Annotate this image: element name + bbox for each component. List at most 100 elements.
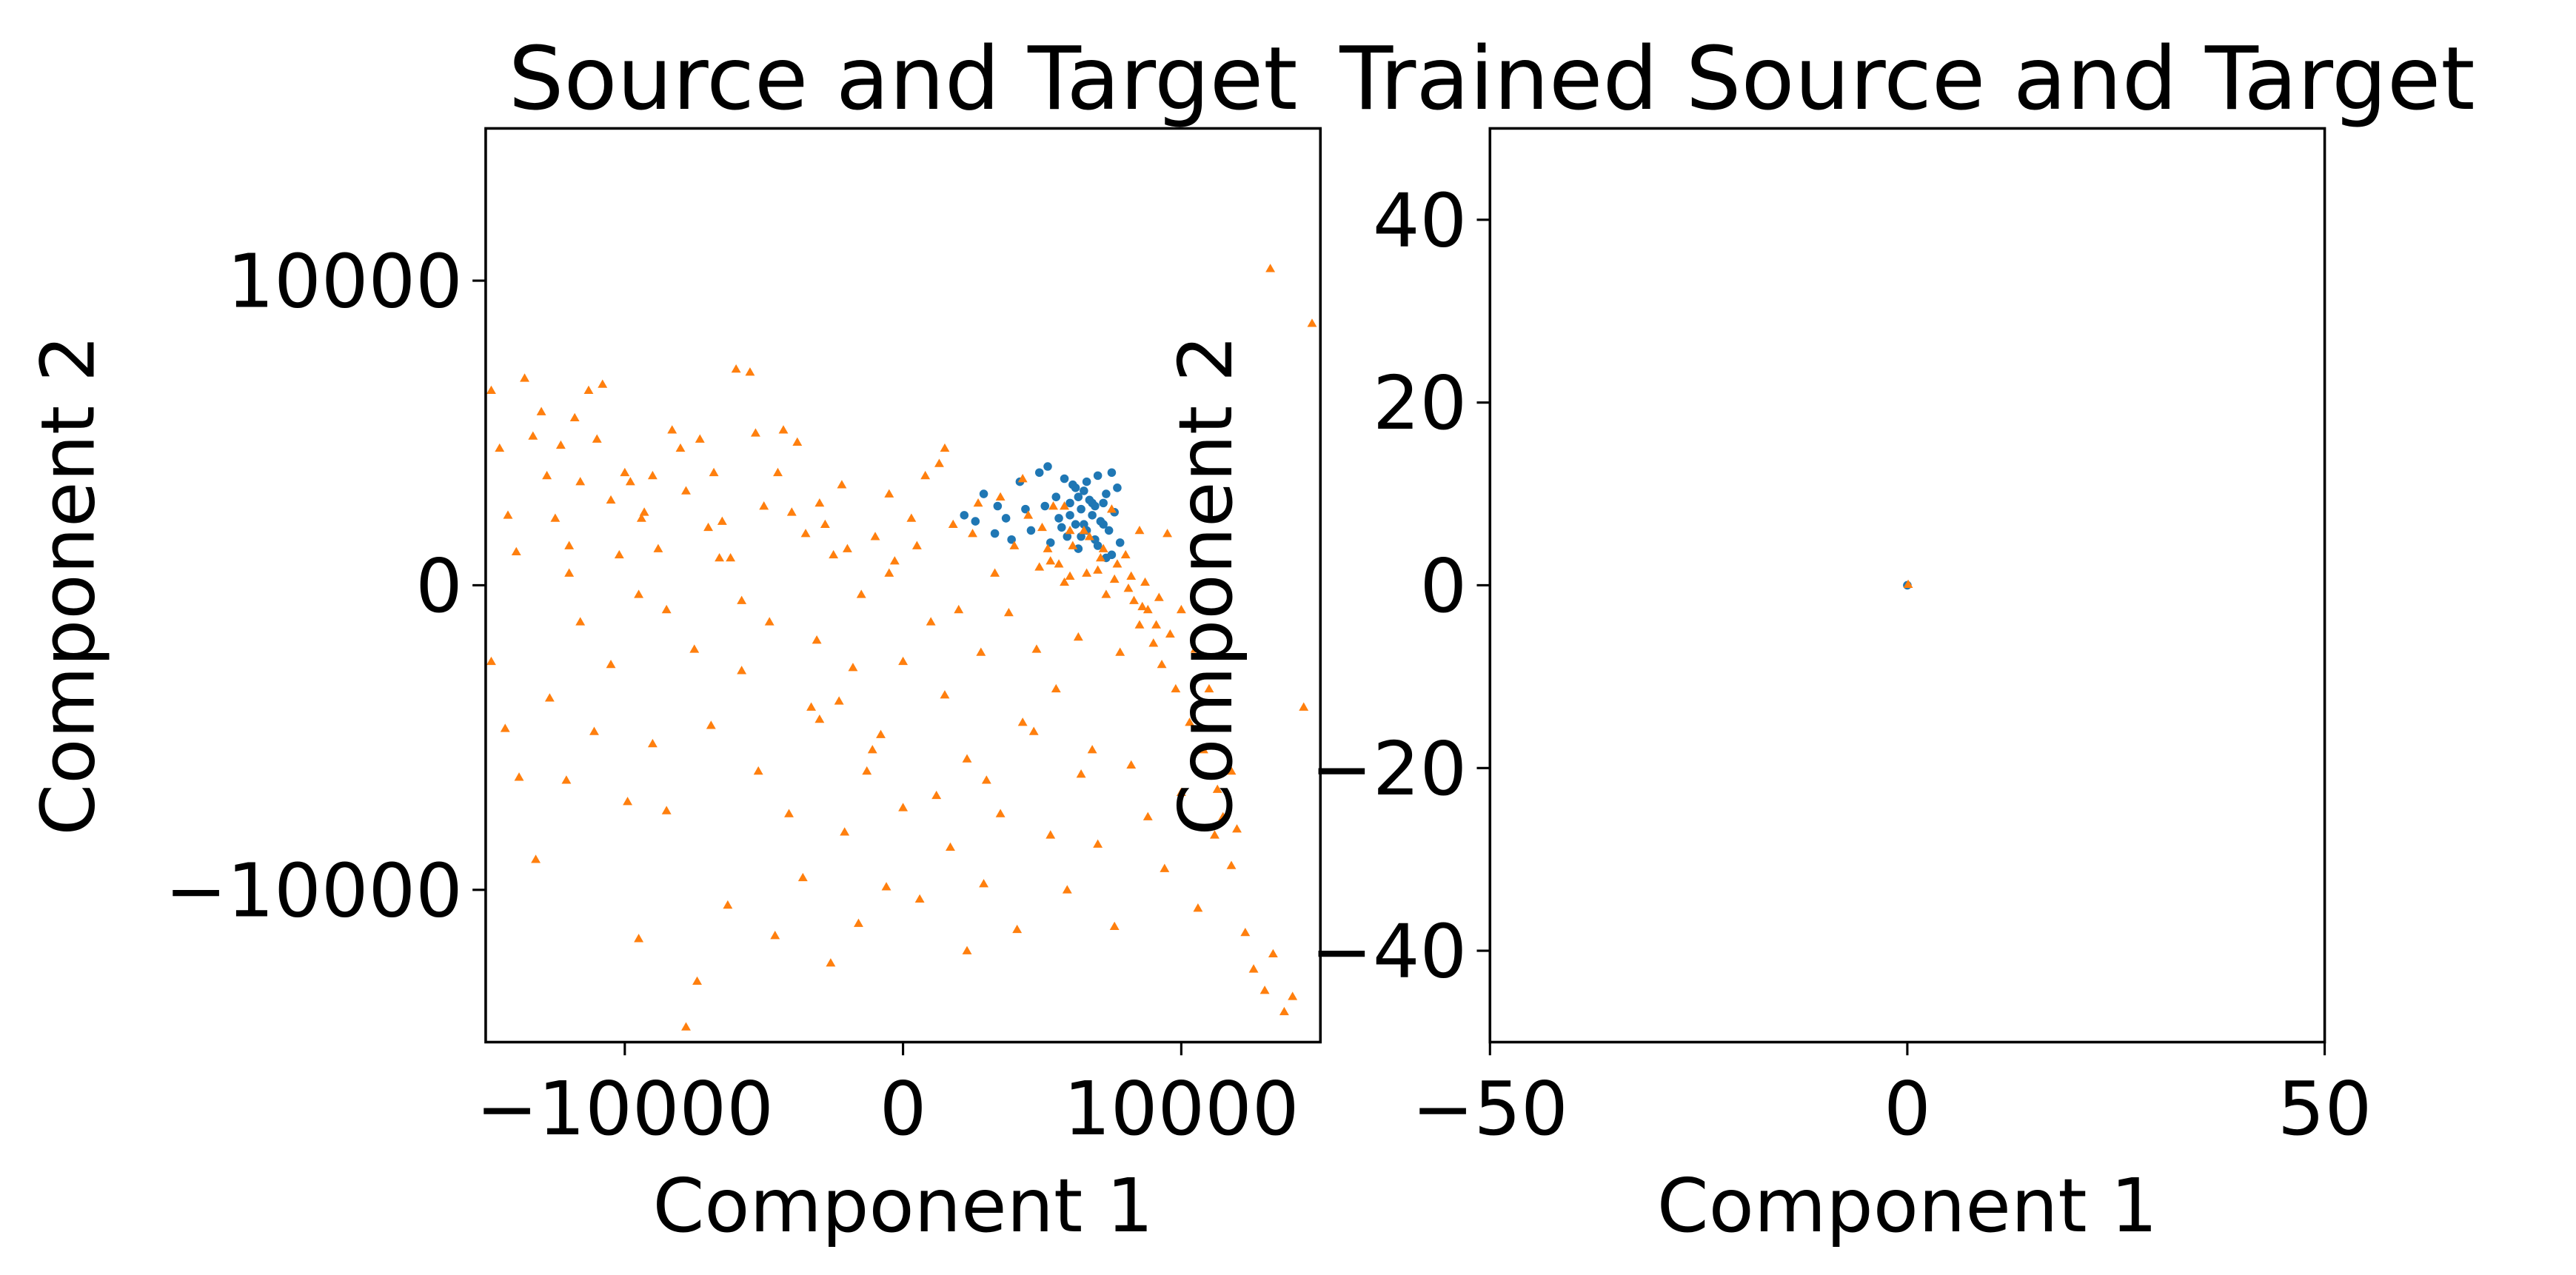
data-point [511,546,521,556]
data-point [1079,525,1089,535]
data-point [1193,903,1203,912]
data-point [575,617,586,626]
data-point [1176,787,1186,797]
x-axis-label: Component 1 [652,1162,1153,1249]
data-point [1037,522,1047,532]
data-point [706,720,716,729]
data-point [592,434,602,443]
data-point [709,467,719,477]
data-point [1074,492,1083,501]
data-point [636,513,646,522]
data-point [561,775,572,784]
data-point [1026,526,1036,535]
data-point [1126,760,1137,769]
data-point [528,431,538,440]
data-point [1028,726,1039,735]
data-point [639,507,649,516]
data-point [1120,549,1131,559]
data-point [856,589,866,598]
data-point [717,516,727,525]
data-point [884,489,894,498]
data-point [948,519,958,529]
data-point [867,745,877,754]
data-point [920,470,931,480]
data-point [731,364,741,373]
data-point [926,617,936,626]
data-point [968,529,977,538]
chart-title: Trained Source and Target [1339,28,2475,130]
data-point [555,440,566,449]
data-point [1099,498,1108,508]
data-point [1040,501,1050,511]
data-point [854,918,863,927]
data-point [1198,745,1208,754]
data-point [1077,532,1085,541]
data-point [1093,471,1103,481]
data-point [620,467,630,477]
data-point [1126,571,1137,580]
data-point [569,412,580,422]
data-point [1162,529,1173,538]
data-point [898,803,909,811]
chart-title: Source and Target [509,28,1298,130]
data-point [1259,985,1270,994]
data-point [773,467,783,477]
data-point [1115,647,1125,656]
data-point [1210,830,1220,839]
data-point [1129,595,1139,604]
data-point [812,635,822,644]
data-point [1046,538,1055,547]
data-point [1060,474,1069,483]
data-point [1063,532,1072,541]
data-point [1107,468,1117,478]
data-point [1240,927,1251,937]
data-point [1057,523,1066,532]
data-point [1143,811,1153,820]
data-point [934,458,944,467]
data-point [542,470,552,480]
data-point [544,693,555,702]
data-point [1021,504,1030,514]
data-point [1065,498,1074,508]
data-point [946,842,955,851]
data-point [1268,948,1278,958]
data-point [1043,462,1052,471]
data-point [1087,745,1097,754]
data-point [993,501,1003,511]
data-point [1109,921,1120,930]
data-point [675,443,686,452]
data-point [503,510,513,519]
data-point [606,659,616,669]
data-point [911,541,922,549]
data-point [1232,824,1242,833]
data-point [1051,492,1061,501]
data-point [745,367,755,376]
data-point [1093,565,1103,574]
data-point [979,879,989,888]
data-point [606,495,616,504]
data-point [770,931,780,940]
data-point [1102,489,1111,498]
data-point [1060,501,1069,510]
data-point [723,900,733,909]
data-point [1154,592,1164,601]
data-point [1288,991,1298,1000]
data-point [1212,784,1222,793]
data-point [962,754,972,763]
data-point [1265,264,1276,272]
data-point [1071,520,1080,529]
data-point [634,589,644,598]
y-axis-label: Component 2 [1162,335,1249,835]
data-point [623,797,633,806]
data-point [1074,544,1083,553]
data-point [1109,574,1120,583]
data-point [1017,474,1028,483]
data-point [1101,589,1111,598]
data-point [792,437,803,446]
data-point [1080,520,1088,529]
data-point [1113,483,1122,492]
data-point [1137,601,1148,611]
data-point [1218,811,1228,820]
x-tick-label: 50 [2278,1065,2372,1152]
data-point [954,604,964,614]
